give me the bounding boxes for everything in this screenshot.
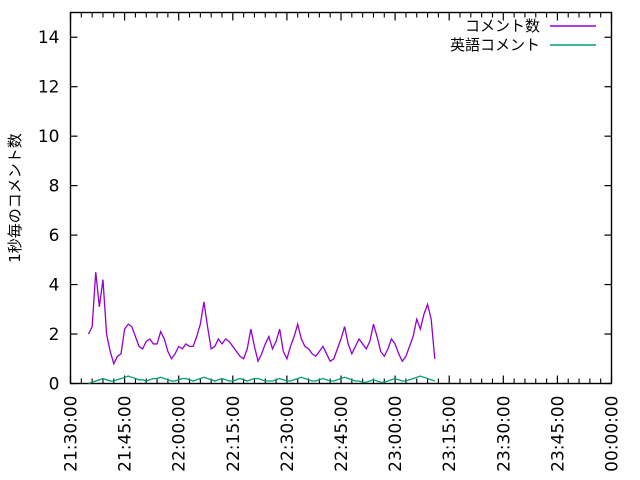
y-tick-label: 6 [49,226,60,246]
x-tick-label: 23:30:00 [494,396,514,472]
y-tick-label: 10 [38,127,60,147]
x-tick-label: 23:00:00 [386,396,406,472]
x-tick-label: 22:15:00 [224,396,244,472]
x-tick-label: 21:45:00 [116,396,136,472]
x-axis-tick-labels: 21:30:00 21:45:00 22:00:00 22:15:00 22:30:00… [62,396,623,472]
y-axis-title: 1秒毎のコメント数 [6,133,24,263]
series-line-1 [87,272,436,366]
x-axis-ticks [69,12,613,384]
x-tick-label: 23:15:00 [440,396,460,472]
data-series-group [87,272,436,385]
legend-label: 英語コメント [450,36,540,54]
y-axis-ticks [70,36,612,385]
y-tick-label: 4 [49,276,60,296]
y-axis-title-label: 1秒毎のコメント数 [6,133,24,263]
legend-label: コメント数 [465,17,540,35]
y-tick-label: 0 [49,375,60,395]
x-tick-label: 21:30:00 [62,396,82,472]
y-tick-label: 8 [49,177,60,197]
series-line-2 [88,375,435,385]
y-tick-label: 14 [38,28,60,48]
y-tick-label: 2 [49,325,60,345]
x-tick-label: 22:00:00 [170,396,190,472]
y-axis-tick-labels: 0 2 4 6 8 10 12 14 [38,28,60,394]
x-tick-label: 22:45:00 [332,396,352,472]
y-tick-label: 12 [38,78,60,98]
x-tick-label: 22:30:00 [278,396,298,472]
x-tick-label: 23:45:00 [548,396,568,472]
x-tick-label: 00:00:00 [603,396,623,472]
